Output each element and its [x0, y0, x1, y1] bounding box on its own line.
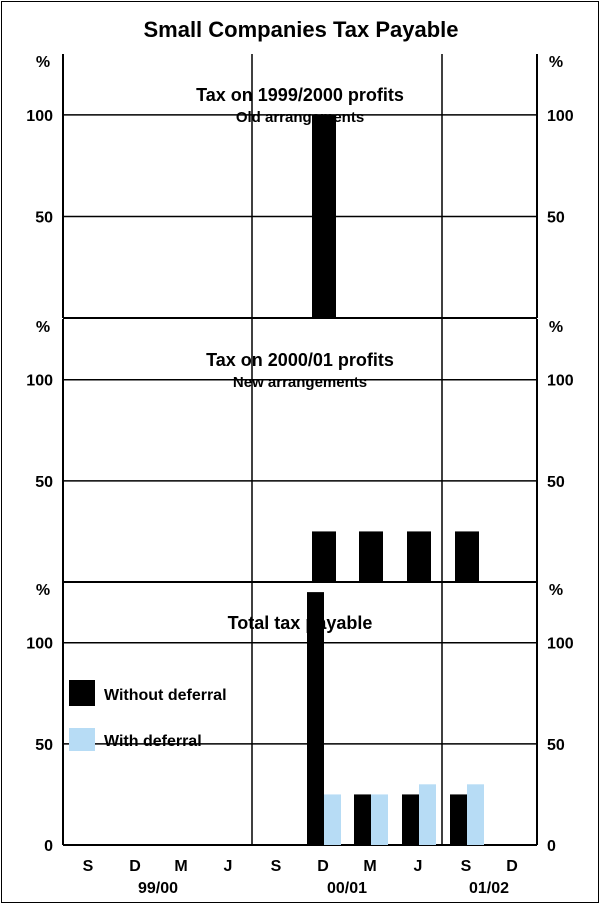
y-tick-right-zero: 0 [547, 838, 556, 855]
x-tick-label: J [224, 858, 233, 875]
x-tick-label: M [174, 858, 187, 875]
chart-title: Small Companies Tax Payable [143, 17, 458, 42]
y-tick-left-zero: 0 [44, 838, 53, 855]
panel-subtitle: New arrangements [233, 374, 367, 391]
bar-without-deferral [402, 794, 419, 845]
unit-label-left: % [36, 319, 50, 336]
panel-title: Total tax payable [228, 613, 373, 633]
bar-without-deferral [359, 531, 383, 582]
x-tick-label: D [506, 858, 518, 875]
bar-with-deferral [467, 784, 484, 845]
unit-label-right: % [549, 319, 563, 336]
y-tick-left: 50 [35, 209, 53, 226]
x-tick-label: D [129, 858, 141, 875]
bar-without-deferral [312, 115, 336, 318]
x-year-label: 01/02 [469, 880, 509, 897]
tax-payable-chart: Small Companies Tax Payable 50 50 100 100%%… [0, 0, 600, 904]
x-tick-label: S [83, 858, 94, 875]
panel-subtitle: Old arrangements [236, 109, 364, 126]
y-tick-right: 100 [547, 636, 574, 653]
legend-label-without-deferral: Without deferral [104, 687, 227, 704]
bar-without-deferral [312, 531, 336, 582]
panel-title: Tax on 1999/2000 profits [196, 85, 404, 105]
y-tick-left: 100 [26, 108, 53, 125]
y-tick-left: 100 [26, 636, 53, 653]
unit-label-left: % [36, 582, 50, 599]
panel-title: Tax on 2000/01 profits [206, 350, 394, 370]
y-tick-right: 50 [547, 474, 565, 491]
legend-swatch-with-deferral [69, 728, 95, 751]
y-tick-left: 50 [35, 737, 53, 754]
unit-label-left: % [36, 54, 50, 71]
bar-without-deferral [354, 794, 371, 845]
legend-swatch-without-deferral [69, 680, 95, 706]
y-tick-left: 50 [35, 474, 53, 491]
bar-without-deferral [450, 794, 467, 845]
x-tick-label: D [317, 858, 329, 875]
x-year-label: 99/00 [138, 880, 178, 897]
x-tick-label: J [414, 858, 423, 875]
y-tick-right: 50 [547, 209, 565, 226]
unit-label-right: % [549, 582, 563, 599]
bar-with-deferral [324, 794, 341, 845]
x-tick-label: S [271, 858, 282, 875]
unit-label-right: % [549, 54, 563, 71]
y-tick-right: 100 [547, 108, 574, 125]
x-tick-label: S [461, 858, 472, 875]
bar-without-deferral [407, 531, 431, 582]
bar-without-deferral [307, 592, 324, 845]
bar-with-deferral [371, 794, 388, 845]
y-tick-right: 100 [547, 373, 574, 390]
y-tick-left: 100 [26, 373, 53, 390]
legend-label-with-deferral: With deferral [104, 733, 202, 750]
bar-with-deferral [419, 784, 436, 845]
x-tick-label: M [363, 858, 376, 875]
bar-without-deferral [455, 531, 479, 582]
x-year-label: 00/01 [327, 880, 367, 897]
y-tick-right: 50 [547, 737, 565, 754]
